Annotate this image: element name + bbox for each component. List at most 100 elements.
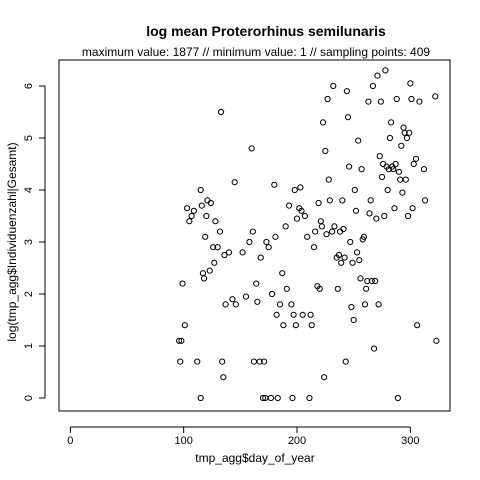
data-point <box>220 374 227 381</box>
data-point <box>310 244 318 251</box>
data-point <box>381 212 388 220</box>
data-point <box>289 394 296 402</box>
data-point <box>323 231 330 238</box>
data-point <box>249 228 256 235</box>
data-point <box>271 181 278 188</box>
data-point <box>406 129 413 136</box>
data-point <box>280 322 287 329</box>
data-point <box>394 394 401 402</box>
data-point <box>179 280 186 287</box>
data-point <box>392 160 399 168</box>
data-point <box>301 212 309 220</box>
data-point <box>342 358 349 365</box>
data-point <box>197 186 204 194</box>
data-point <box>200 275 208 282</box>
y-axis: 0 1 2 3 4 5 6 <box>23 83 46 401</box>
data-point <box>186 218 193 225</box>
data-point <box>207 199 214 207</box>
data-point <box>402 176 409 183</box>
x-tick-label: 0 <box>67 435 73 447</box>
data-point <box>378 173 386 181</box>
data-point <box>384 186 391 194</box>
data-point <box>316 285 323 292</box>
data-point <box>299 311 306 318</box>
data-point <box>273 311 280 318</box>
y-axis-label: log(tmp_agg$Individuenzahl|Gesamt) <box>5 142 19 341</box>
x-axis: 0 100 200 300 <box>67 426 420 447</box>
data-point <box>319 119 327 126</box>
data-point <box>356 257 363 264</box>
data-point <box>377 98 384 105</box>
data-point <box>401 129 408 136</box>
data-point <box>355 137 362 144</box>
x-tick-label: 100 <box>174 435 192 447</box>
data-point <box>407 80 414 87</box>
data-point <box>366 210 373 217</box>
data-point <box>404 212 412 220</box>
data-point <box>397 176 404 183</box>
data-point <box>181 322 188 329</box>
data-point <box>329 228 336 235</box>
data-point <box>410 160 417 168</box>
data-point <box>349 259 356 266</box>
data-point <box>363 285 370 292</box>
data-point <box>306 394 313 402</box>
data-point <box>408 95 415 103</box>
chart-title: log mean Proterorhinus semilunaris <box>146 23 386 39</box>
chart-subtitle: maximum value: 1877 // minimum value: 1 … <box>82 45 430 59</box>
data-point <box>398 142 405 149</box>
data-point <box>242 293 250 300</box>
data-point <box>414 322 421 329</box>
data-point <box>263 238 270 246</box>
data-point <box>214 244 221 251</box>
data-point <box>199 270 207 277</box>
data-point <box>315 199 322 207</box>
data-point <box>221 251 228 259</box>
data-point <box>339 197 346 204</box>
data-point <box>239 249 246 256</box>
data-point <box>248 145 255 152</box>
data-point <box>312 228 319 235</box>
data-point <box>265 244 272 251</box>
data-point <box>197 394 204 402</box>
data-point <box>267 394 275 402</box>
data-point <box>290 311 297 318</box>
data-point <box>338 259 345 266</box>
data-point <box>357 275 364 282</box>
data-point <box>307 311 314 318</box>
data-point <box>198 202 205 209</box>
data-point <box>202 233 209 240</box>
data-point <box>285 202 293 209</box>
data-point <box>321 374 328 381</box>
data-point <box>393 95 400 103</box>
data-point <box>326 197 333 204</box>
data-point <box>432 93 439 100</box>
data-point <box>376 153 383 160</box>
data-point <box>403 134 411 142</box>
data-point <box>360 233 367 240</box>
data-point <box>361 301 369 308</box>
data-point <box>399 189 406 196</box>
data-point <box>409 205 416 212</box>
data-point <box>279 270 286 277</box>
data-point <box>358 166 365 173</box>
data-point <box>188 212 195 220</box>
data-point <box>344 114 352 121</box>
x-tick-label: 300 <box>401 435 419 447</box>
data-point <box>372 277 379 285</box>
data-points <box>176 67 440 402</box>
data-point <box>177 358 184 365</box>
data-point <box>370 345 378 352</box>
data-point <box>268 290 276 298</box>
data-point <box>352 207 360 214</box>
y-tick-label: 0 <box>23 395 35 401</box>
data-point <box>347 238 354 246</box>
data-point <box>190 207 197 214</box>
data-point <box>203 212 210 220</box>
data-point <box>374 72 381 79</box>
data-point <box>318 223 326 230</box>
data-point <box>365 98 372 105</box>
data-point <box>291 186 298 194</box>
data-point <box>231 179 238 186</box>
